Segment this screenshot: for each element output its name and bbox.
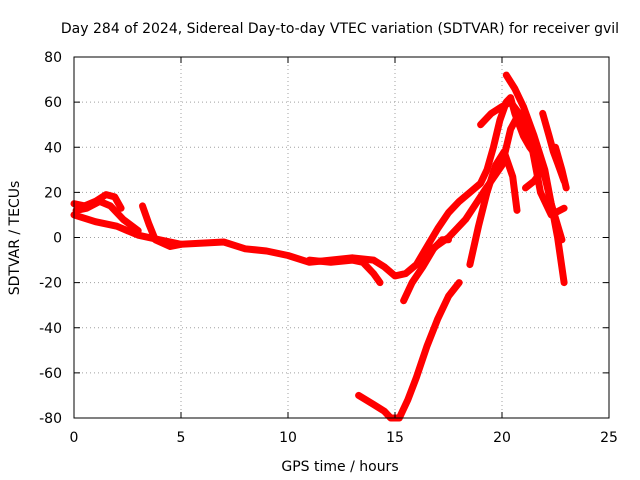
x-tick-label: 0	[70, 430, 79, 446]
series-arc-14	[552, 143, 570, 192]
series-arc-4	[139, 202, 185, 250]
y-axis-label: SDTVAR / TECUs	[7, 181, 23, 296]
x-axis-label: GPS time / hours	[281, 459, 398, 475]
y-tick-label: 0	[53, 231, 62, 247]
y-tick-label: 40	[44, 140, 62, 156]
y-tick-label: 60	[44, 95, 62, 111]
x-tick-label: 15	[386, 430, 404, 446]
series-arc-5	[305, 256, 384, 287]
series-arc-6	[355, 279, 463, 422]
x-tick-label: 25	[600, 430, 618, 446]
y-tick-label: 80	[44, 50, 62, 66]
tick-layer: 0 5 10 15 20 25 -80 -60 -40 -20 0 20 40 60 80	[39, 50, 618, 446]
y-tick-label: -60	[39, 366, 62, 382]
y-tick-label: -40	[39, 321, 62, 337]
x-tick-label: 20	[493, 430, 511, 446]
chart-title: Day 284 of 2024, Sidereal Day-to-day VTE…	[61, 21, 619, 37]
y-tick-label: -20	[39, 276, 62, 292]
x-tick-label: 10	[279, 430, 297, 446]
series-arc-2	[72, 197, 142, 235]
x-tick-label: 5	[177, 430, 186, 446]
series-arc-8	[425, 109, 568, 255]
series-arc-9	[466, 148, 521, 269]
series-layer	[70, 71, 570, 422]
series-arc-12	[522, 166, 547, 192]
y-tick-label: 20	[44, 185, 62, 201]
series-arc-11	[502, 71, 568, 287]
y-tick-label: -80	[39, 411, 62, 427]
